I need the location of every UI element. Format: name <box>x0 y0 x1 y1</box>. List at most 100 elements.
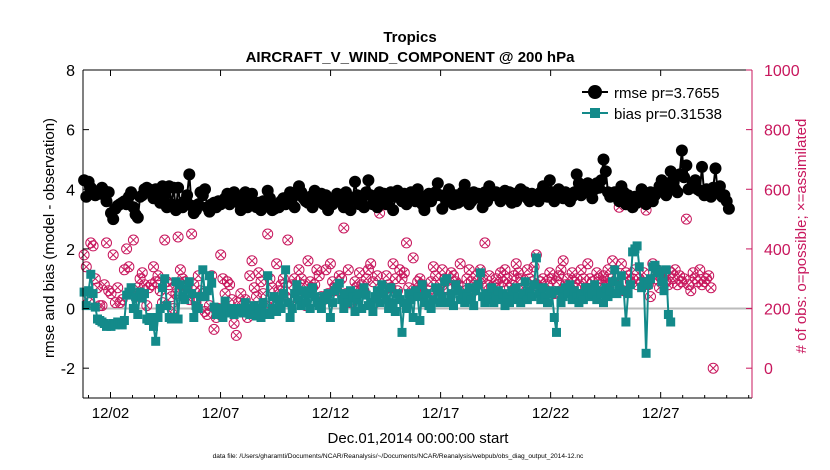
bias-point <box>413 292 423 302</box>
bias-point <box>346 286 355 296</box>
bias-point <box>655 268 664 278</box>
obs-possible-point <box>694 264 706 276</box>
obs-assimilated-point <box>548 275 556 283</box>
obs-assimilated-point <box>696 266 704 274</box>
y-axis-label: rmse and bias (model - observation) <box>41 118 58 358</box>
chart-title: Tropics <box>383 29 436 46</box>
obs-assimilated-point <box>617 260 625 268</box>
bias-point <box>547 289 557 299</box>
bias-point <box>377 280 387 290</box>
bias-point <box>155 304 165 313</box>
bias-point <box>281 265 291 275</box>
y-tick-label: 2 <box>66 242 75 259</box>
bias-point <box>451 280 461 290</box>
bias-point <box>576 289 586 299</box>
rmse-point <box>349 175 361 188</box>
bias-point <box>565 280 575 290</box>
obs-possible-point <box>687 267 699 279</box>
obs-assimilated-point <box>514 269 522 277</box>
obs-assimilated-point <box>344 266 352 274</box>
obs-assimilated-point <box>678 278 686 286</box>
obs-possible-point <box>645 291 656 303</box>
y2-tick-label: 0 <box>764 361 773 378</box>
obs-assimilated-point <box>351 278 359 286</box>
rmse-point <box>125 186 138 199</box>
bias-point <box>603 292 613 302</box>
bias-point <box>411 286 420 296</box>
obs-possible-point <box>707 362 719 374</box>
bias-point <box>305 304 315 313</box>
bias-point <box>160 274 170 284</box>
bias-point <box>149 321 158 331</box>
obs-assimilated-point <box>438 266 446 274</box>
rmse-point <box>678 171 691 184</box>
obs-assimilated-point <box>154 272 162 280</box>
obs-assimilated-point <box>174 233 182 241</box>
bias-point <box>343 298 353 308</box>
bias-point <box>428 295 438 305</box>
bias-point <box>205 271 214 281</box>
obs-possible-point <box>582 258 594 270</box>
rmse-point <box>722 202 735 215</box>
obs-assimilated-point <box>409 254 417 262</box>
obs-assimilated-point <box>248 257 256 265</box>
obs-possible-point <box>246 255 258 267</box>
y-tick-label: -2 <box>61 361 75 378</box>
bias-point <box>126 283 136 293</box>
bias-point <box>386 283 396 293</box>
rmse-point <box>288 201 301 214</box>
obs-assimilated-point <box>252 293 261 301</box>
bias-point <box>316 304 326 313</box>
bias-point <box>623 289 633 299</box>
obs-assimilated-point <box>539 275 547 283</box>
rmse-point <box>344 204 357 217</box>
bias-point <box>475 268 485 278</box>
obs-assimilated-point <box>400 269 408 277</box>
obs-possible-point <box>313 270 325 282</box>
bias-point <box>140 289 149 299</box>
bias-point <box>471 286 481 296</box>
bias-point <box>292 280 302 290</box>
obs-possible-point <box>685 285 697 297</box>
bias-point <box>569 286 579 296</box>
obs-assimilated-point <box>322 266 330 274</box>
bias-point <box>437 292 447 302</box>
obs-possible-point <box>112 282 124 294</box>
obs-assimilated-point <box>284 236 292 244</box>
legend-bias-marker <box>590 108 600 118</box>
obs-assimilated-point <box>246 272 254 280</box>
obs-assimilated-point <box>109 251 117 259</box>
obs-possible-point <box>107 249 119 261</box>
obs-assimilated-point <box>557 266 565 274</box>
obs-assimilated-point <box>373 272 381 280</box>
bias-point <box>283 298 293 308</box>
obs-assimilated-point <box>237 290 245 298</box>
obs-possible-point <box>362 264 374 276</box>
bias-point <box>339 304 349 313</box>
obs-assimilated-point <box>485 272 493 280</box>
bias-point <box>406 295 416 305</box>
bias-point <box>632 241 642 251</box>
bias-point <box>643 280 653 290</box>
rmse-point <box>713 180 726 193</box>
obs-assimilated-point <box>129 236 137 244</box>
bias-point <box>276 304 286 313</box>
obs-assimilated-point <box>201 307 209 316</box>
rmse-point <box>671 186 684 199</box>
obs-possible-point <box>680 213 692 225</box>
bias-point <box>563 289 573 299</box>
y2-tick-label: 800 <box>764 123 791 140</box>
obs-assimilated-point <box>559 257 567 265</box>
bias-point <box>417 280 427 290</box>
obs-assimilated-point <box>608 257 617 265</box>
bias-point <box>173 314 183 324</box>
obs-assimilated-point <box>221 290 229 298</box>
bias-point <box>538 283 548 293</box>
obs-assimilated-point <box>510 272 518 280</box>
obs-assimilated-point <box>100 281 108 289</box>
obs-assimilated-point <box>391 275 399 283</box>
obs-possible-point <box>499 264 511 276</box>
bias-point <box>133 310 143 319</box>
bias-point <box>153 313 163 322</box>
rmse-point <box>102 186 115 199</box>
